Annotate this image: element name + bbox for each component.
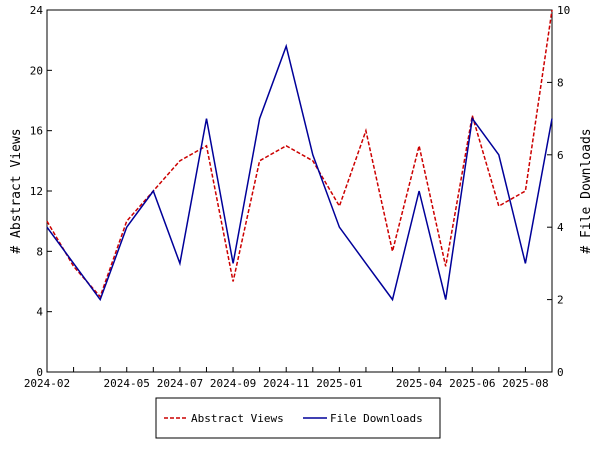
y2-tick-label: 0 [557,366,564,379]
plot-area [46,9,553,373]
y-tick-label: 20 [30,64,43,77]
y2-tick-label: 4 [557,221,564,234]
x-tick-label: 2024-02 [24,377,70,390]
y-axis-title: # Abstract Views [9,128,24,253]
x-tick-label: 2025-01 [316,377,362,390]
x-tick-label: 2024-09 [210,377,256,390]
y-tick-label: 16 [30,125,43,138]
x-tick-label: 2024-11 [263,377,309,390]
y-tick-label: 4 [36,306,43,319]
x-tick-label: 2025-04 [396,377,443,390]
x-axis: 2024-02 2024-05 2024-07 2024-09 2024-11 2025-… [24,367,553,390]
legend-box [155,397,441,439]
legend-label-file-downloads: File Downloads [330,412,423,425]
y-tick-label: 8 [36,245,43,258]
series-lines [46,9,553,302]
y-axis-right: 0 2 4 6 8 10 [547,4,570,379]
y2-tick-label: 8 [557,76,564,89]
y-tick-label: 0 [36,366,43,379]
y2-tick-label: 10 [557,4,570,17]
x-tick-label: 2024-05 [104,377,150,390]
legend: Abstract Views File Downloads [155,397,441,439]
y-axis-left: 0 4 8 12 16 20 24 [30,4,52,379]
y-tick-label: 12 [30,185,43,198]
x-tick-label: 2024-07 [157,377,203,390]
x-tick-label: 2025-06 [449,377,495,390]
legend-label-abstract-views: Abstract Views [191,412,284,425]
series-line-abstract-views [46,9,553,299]
series-line-file-downloads [46,43,553,302]
y2-tick-label: 6 [557,149,564,162]
y-tick-label: 24 [30,4,44,17]
y2-tick-label: 2 [557,294,564,307]
y2-axis-title: # File Downloads [579,128,594,253]
x-tick-label: 2025-08 [502,377,548,390]
